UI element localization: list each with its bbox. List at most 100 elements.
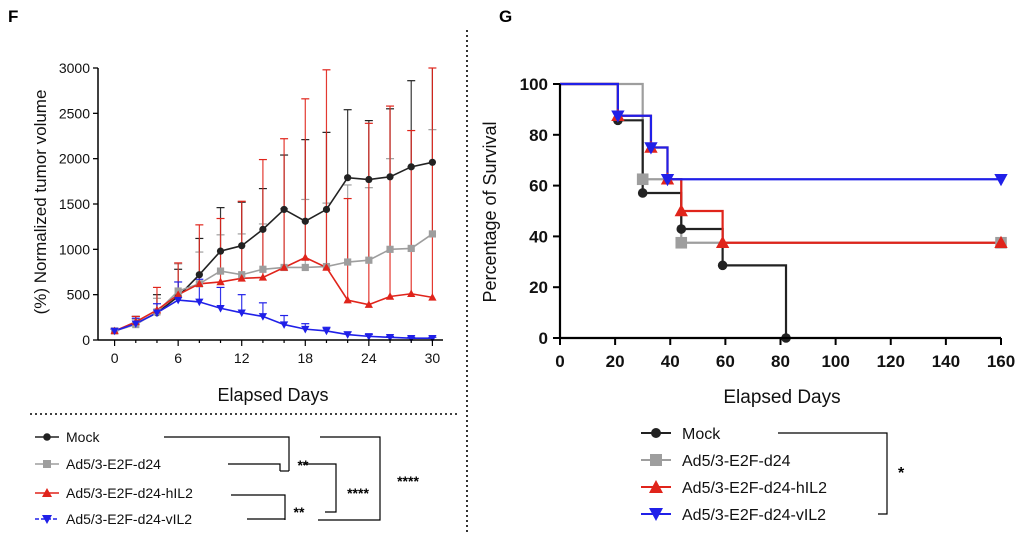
legend-f-e2f: Ad5/3-E2F-d24 [35,456,161,472]
g-x-tick-label: 120 [877,352,905,371]
f-point-ad5-3-e2f-d24-vil2 [364,333,373,341]
f-point-ad5-3-e2f-d24-vil2 [407,334,416,343]
g-significance-bracket [778,432,888,515]
f-point-ad5-3-e2f-d24-vil2 [216,305,225,313]
chart-f: 0 500 1000 1500 2000 2500 3000 0 6 12 18 24 30 Elaps… [31,60,443,405]
legend-f-hil2: Ad5/3-E2F-d24-hIL2 [35,485,193,501]
f-point-ad5-3-e2f-d24-hil2 [174,290,183,298]
g-point-ad5-3-e2f-d24-hil2 [994,235,1008,248]
g-x-tick-label: 20 [606,352,625,371]
g-y-axis-label: Percentage of Survival [480,121,500,302]
f-y-tick-label: 2500 [59,105,90,121]
g-y-tick-label: 0 [539,329,548,348]
f-point-mock [386,173,394,181]
f-y-tick-label: 1500 [59,196,90,212]
legend-f-mock: Mock [35,429,100,445]
g-line-mock [560,82,788,338]
g-x-tick-label: 0 [555,352,564,371]
g-sig-star: * [898,465,905,482]
f-point-ad5-3-e2f-d24-vil2 [174,296,183,305]
f-x-tick-label: 6 [174,350,182,366]
f-point-ad5-3-e2f-d24-vil2 [131,320,140,328]
f-y-tick-label: 2000 [59,151,90,167]
g-point-ad5-3-e2f-d24-vil2 [644,142,658,155]
f-point-ad5-3-e2f-d24-hil2 [385,292,395,300]
g-line-ad5-3-e2f-d24-hil2 [560,82,1001,244]
f-y-axis-label: (%) Normalized tumor volume [31,90,50,315]
legend-f: Mock Ad5/3-E2F-d24 Ad5/3-E2F-d24-hIL2 Ad… [35,429,419,527]
g-y-tick-label: 100 [520,75,548,94]
f-y-tick-label: 1000 [59,241,90,257]
f-point-ad5-3-e2f-d24-hil2 [428,293,437,301]
f-point-ad5-3-e2f-d24-vil2 [385,334,395,342]
panel-label-g: G [499,7,512,26]
g-x-tick-label: 160 [987,352,1015,371]
f-point-ad5-3-e2f-d24-vil2 [343,331,352,339]
g-point-ad5-3-e2f-d24 [636,173,649,186]
f-x-axis-label: Elapsed Days [217,385,328,405]
legend-f-mock-label: Mock [66,429,100,445]
f-point-mock [280,205,288,214]
f-point-mock [238,242,246,250]
panel-label-f: F [8,7,18,26]
g-x-tick-label: 40 [661,352,680,371]
legend-g-mock: Mock [641,426,721,443]
f-x-tick-label: 24 [361,350,377,366]
g-point-ad5-3-e2f-d24-vil2 [611,110,625,123]
f-point-mock [344,174,352,182]
f-sig-group-1: **** [347,485,369,501]
f-point-mock [259,225,267,233]
g-y-tick-label: 80 [529,126,548,145]
f-point-ad5-3-e2f-d24-hil2 [195,279,204,288]
legend-g-hil2: Ad5/3-E2F-d24-hIL2 [641,480,827,497]
f-point-ad5-3-e2f-d24 [407,244,415,253]
f-point-mock [407,163,415,171]
g-point-ad5-3-e2f-d24-vil2 [660,174,675,187]
f-point-ad5-3-e2f-d24-hil2 [237,274,246,282]
f-point-ad5-3-e2f-d24-vil2 [110,327,119,336]
f-point-ad5-3-e2f-d24-hil2 [258,273,268,281]
chart-g: 0 20 40 60 80 100 0 20 40 60 80 100 120 140 160 Elapse… [480,75,1015,408]
g-point-ad5-3-e2f-d24-hil2 [715,235,730,248]
f-line-mock [114,161,433,332]
legend-g-hil2-label: Ad5/3-E2F-d24-hIL2 [682,480,827,497]
f-line-ad5-3-e2f-d24-vil2 [114,299,433,339]
f-y-tick-label: 0 [82,332,90,348]
f-point-mock [216,247,225,255]
legend-f-vil2-label: Ad5/3-E2F-d24-vIL2 [66,511,192,527]
f-point-ad5-3-e2f-d24-hil2 [364,300,373,308]
f-point-ad5-3-e2f-d24-hil2 [322,263,331,271]
f-point-ad5-3-e2f-d24 [386,245,394,253]
legend-g-e2f-label: Ad5/3-E2F-d24 [682,453,791,470]
f-point-mock [365,175,373,184]
f-point-ad5-3-e2f-d24 [301,263,309,272]
legend-g-vil2-label: Ad5/3-E2F-d24-vIL2 [682,507,826,524]
f-point-ad5-3-e2f-d24-vil2 [258,313,268,321]
f-point-ad5-3-e2f-d24 [344,258,352,266]
f-point-ad5-3-e2f-d24-hil2 [301,253,310,261]
f-x-tick-label: 0 [111,350,119,366]
f-point-ad5-3-e2f-d24-vil2 [152,309,162,318]
f-point-mock [428,158,437,166]
f-significance-brackets [164,436,381,521]
g-line-ad5-3-e2f-d24 [560,82,1001,244]
f-point-ad5-3-e2f-d24-vil2 [428,334,437,343]
legend-f-hil2-label: Ad5/3-E2F-d24-hIL2 [66,485,193,501]
f-x-tick-label: 30 [425,350,441,366]
g-point-mock [676,224,687,234]
f-point-ad5-3-e2f-d24-hil2 [407,289,416,297]
g-y-tick-label: 40 [529,227,548,246]
f-point-ad5-3-e2f-d24-vil2 [322,327,331,336]
g-y-tick-label: 20 [529,278,548,297]
legend-g-vil2: Ad5/3-E2F-d24-vIL2 [641,507,826,524]
f-y-tick-label: 500 [67,287,91,303]
legend-g: Mock Ad5/3-E2F-d24 Ad5/3-E2F-d24-hIL2 Ad… [641,426,905,524]
f-point-ad5-3-e2f-d24-vil2 [279,321,289,329]
g-point-mock [637,188,648,198]
legend-f-e2f-label: Ad5/3-E2F-d24 [66,456,161,472]
g-point-ad5-3-e2f-d24-hil2 [674,204,688,217]
g-x-tick-label: 100 [821,352,849,371]
f-point-mock [301,217,309,225]
f-point-mock [195,271,203,279]
